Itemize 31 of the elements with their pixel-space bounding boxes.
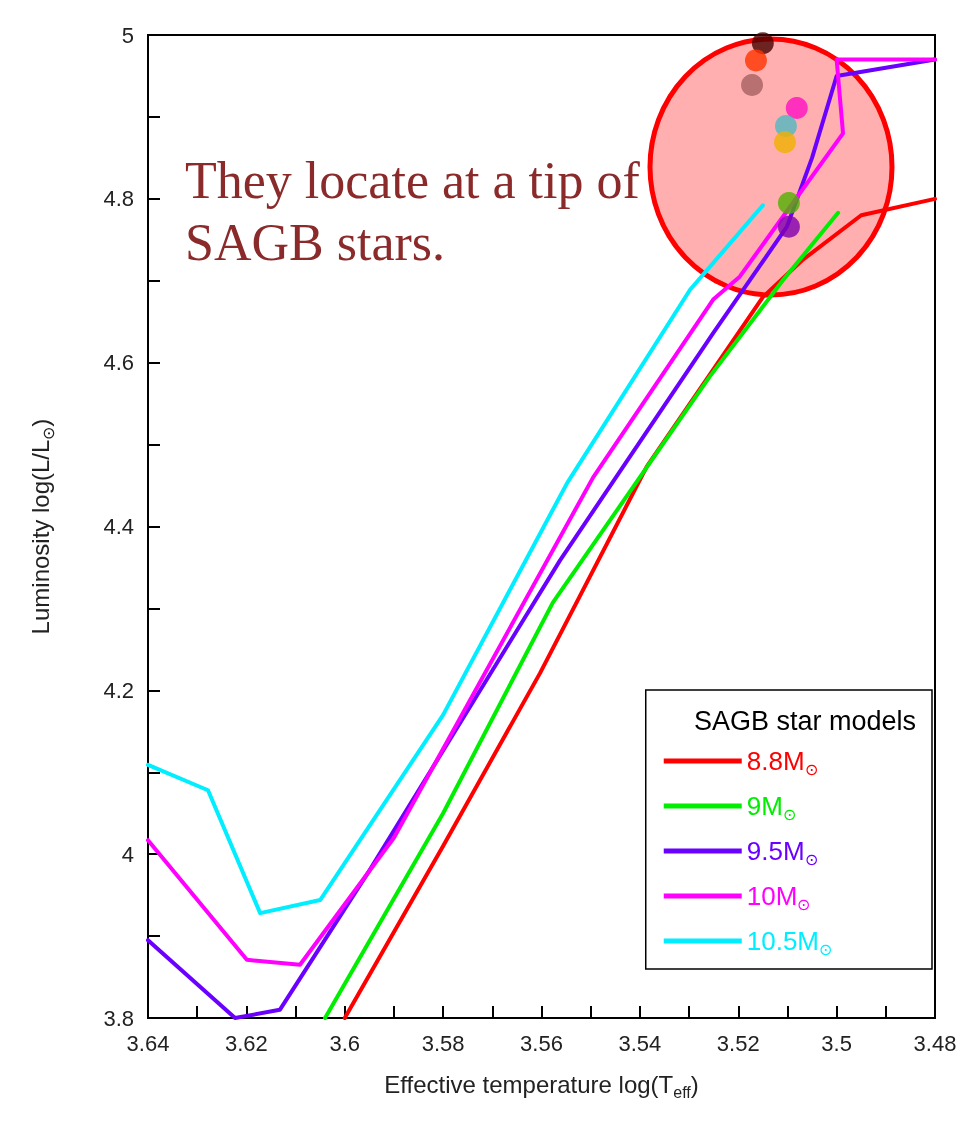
point	[741, 73, 764, 96]
annotation: They locate at a tip of SAGB stars.	[185, 151, 641, 273]
x-tick-label: 3.52	[716, 1030, 760, 1056]
point	[751, 32, 774, 55]
y-tick-label: 5	[121, 22, 134, 48]
legend-label: 9.5M⊙	[746, 836, 818, 868]
y-tick-label: 3.8	[103, 1005, 134, 1031]
x-tick-label: 3.62	[224, 1030, 268, 1056]
legend-label: 10.5M⊙	[746, 926, 832, 958]
x-tick-label: 3.56	[520, 1030, 563, 1056]
legend-title: SAGB star models	[693, 705, 916, 736]
y-tick-label: 4.2	[103, 677, 134, 703]
x-tick-label: 3.6	[329, 1030, 361, 1056]
x-tick-label: 3.58	[421, 1030, 465, 1056]
legend-label: 8.8M⊙	[746, 746, 818, 778]
y-tick-label: 4.6	[103, 350, 134, 376]
point	[774, 131, 796, 154]
x-tick-label: 3.64	[126, 1030, 170, 1056]
point	[785, 96, 808, 119]
point	[744, 49, 767, 72]
legend-label: 9M⊙	[746, 791, 796, 823]
legend-label: 10M⊙	[746, 881, 811, 913]
point	[777, 191, 800, 214]
x-tick-label: 3.54	[618, 1030, 662, 1056]
y-tick-label: 4.8	[103, 186, 134, 212]
y-tick-label: 4	[121, 841, 134, 867]
x-tick-label: 3.48	[913, 1030, 957, 1056]
point	[777, 215, 800, 238]
y-axis-title: Luminosity log(L/L⊙)	[26, 418, 57, 635]
y-tick-label: 4.4	[103, 514, 134, 539]
x-tick-label: 3.5	[821, 1030, 852, 1056]
